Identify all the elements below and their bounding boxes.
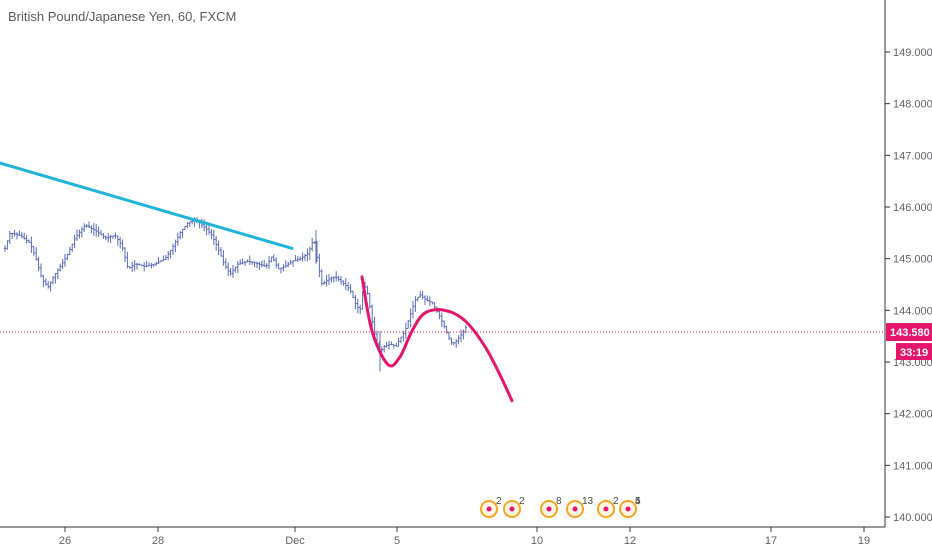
event-dot: [546, 506, 552, 512]
time-tick-label: 12: [624, 535, 636, 547]
time-tick-label: 19: [858, 535, 870, 547]
price-tag-bg: [886, 323, 932, 342]
price-tick-label: 149.000: [893, 47, 932, 59]
event-markers[interactable]: 2 2 8 13 2 54: [480, 496, 641, 518]
time-tick-label: 5: [394, 535, 400, 547]
price-axis[interactable]: 140.000141.000142.000143.000144.000145.0…: [885, 47, 932, 524]
event-count: 2: [496, 496, 502, 507]
time-tick-label: 26: [59, 535, 71, 547]
event-count: 2: [519, 496, 525, 507]
current-price-tag: 143.580 33:19: [886, 323, 932, 361]
event-dot: [572, 506, 578, 512]
price-tick-label: 141.000: [893, 460, 932, 472]
price-tick-label: 142.000: [893, 409, 932, 421]
economic-event-icon[interactable]: 13: [566, 496, 594, 518]
countdown-label: 33:19: [900, 347, 928, 359]
event-count: 2: [613, 496, 619, 507]
economic-event-icon[interactable]: 2: [480, 496, 502, 518]
event-count: 5: [635, 496, 641, 507]
economic-event-icon[interactable]: 2: [503, 496, 525, 518]
countdown-tag-bg: [896, 343, 932, 361]
candle-series: [3, 217, 467, 372]
economic-event-icon[interactable]: 2: [597, 496, 619, 518]
price-tick-label: 140.000: [893, 512, 932, 524]
price-tick-label: 148.000: [893, 99, 932, 111]
event-dot: [509, 506, 515, 512]
trendline[interactable]: [0, 161, 294, 250]
time-tick-label: 28: [152, 535, 164, 547]
event-count: 8: [556, 496, 562, 507]
event-dot: [625, 506, 631, 512]
current-price-label: 143.580: [890, 327, 930, 339]
projection-curve[interactable]: [360, 275, 514, 403]
economic-event-icon[interactable]: 8: [540, 496, 562, 518]
time-tick-label: 10: [531, 535, 543, 547]
time-axis[interactable]: 26 28 Dec 5 10 12 17 19: [59, 527, 870, 547]
economic-event-icon[interactable]: 4: [619, 496, 641, 518]
event-count: 4: [635, 496, 641, 507]
event-dot: [603, 506, 609, 512]
price-tick-label: 144.000: [893, 305, 932, 317]
time-tick-label: 17: [765, 535, 777, 547]
time-tick-label: Dec: [285, 535, 305, 547]
price-tick-label: 147.000: [893, 150, 932, 162]
price-tick-label: 146.000: [893, 202, 932, 214]
event-dot: [486, 506, 492, 512]
price-tick-label: 145.000: [893, 254, 932, 266]
event-count: 13: [582, 496, 594, 507]
chart-title: British Pound/Japanese Yen, 60, FXCM: [8, 9, 237, 24]
